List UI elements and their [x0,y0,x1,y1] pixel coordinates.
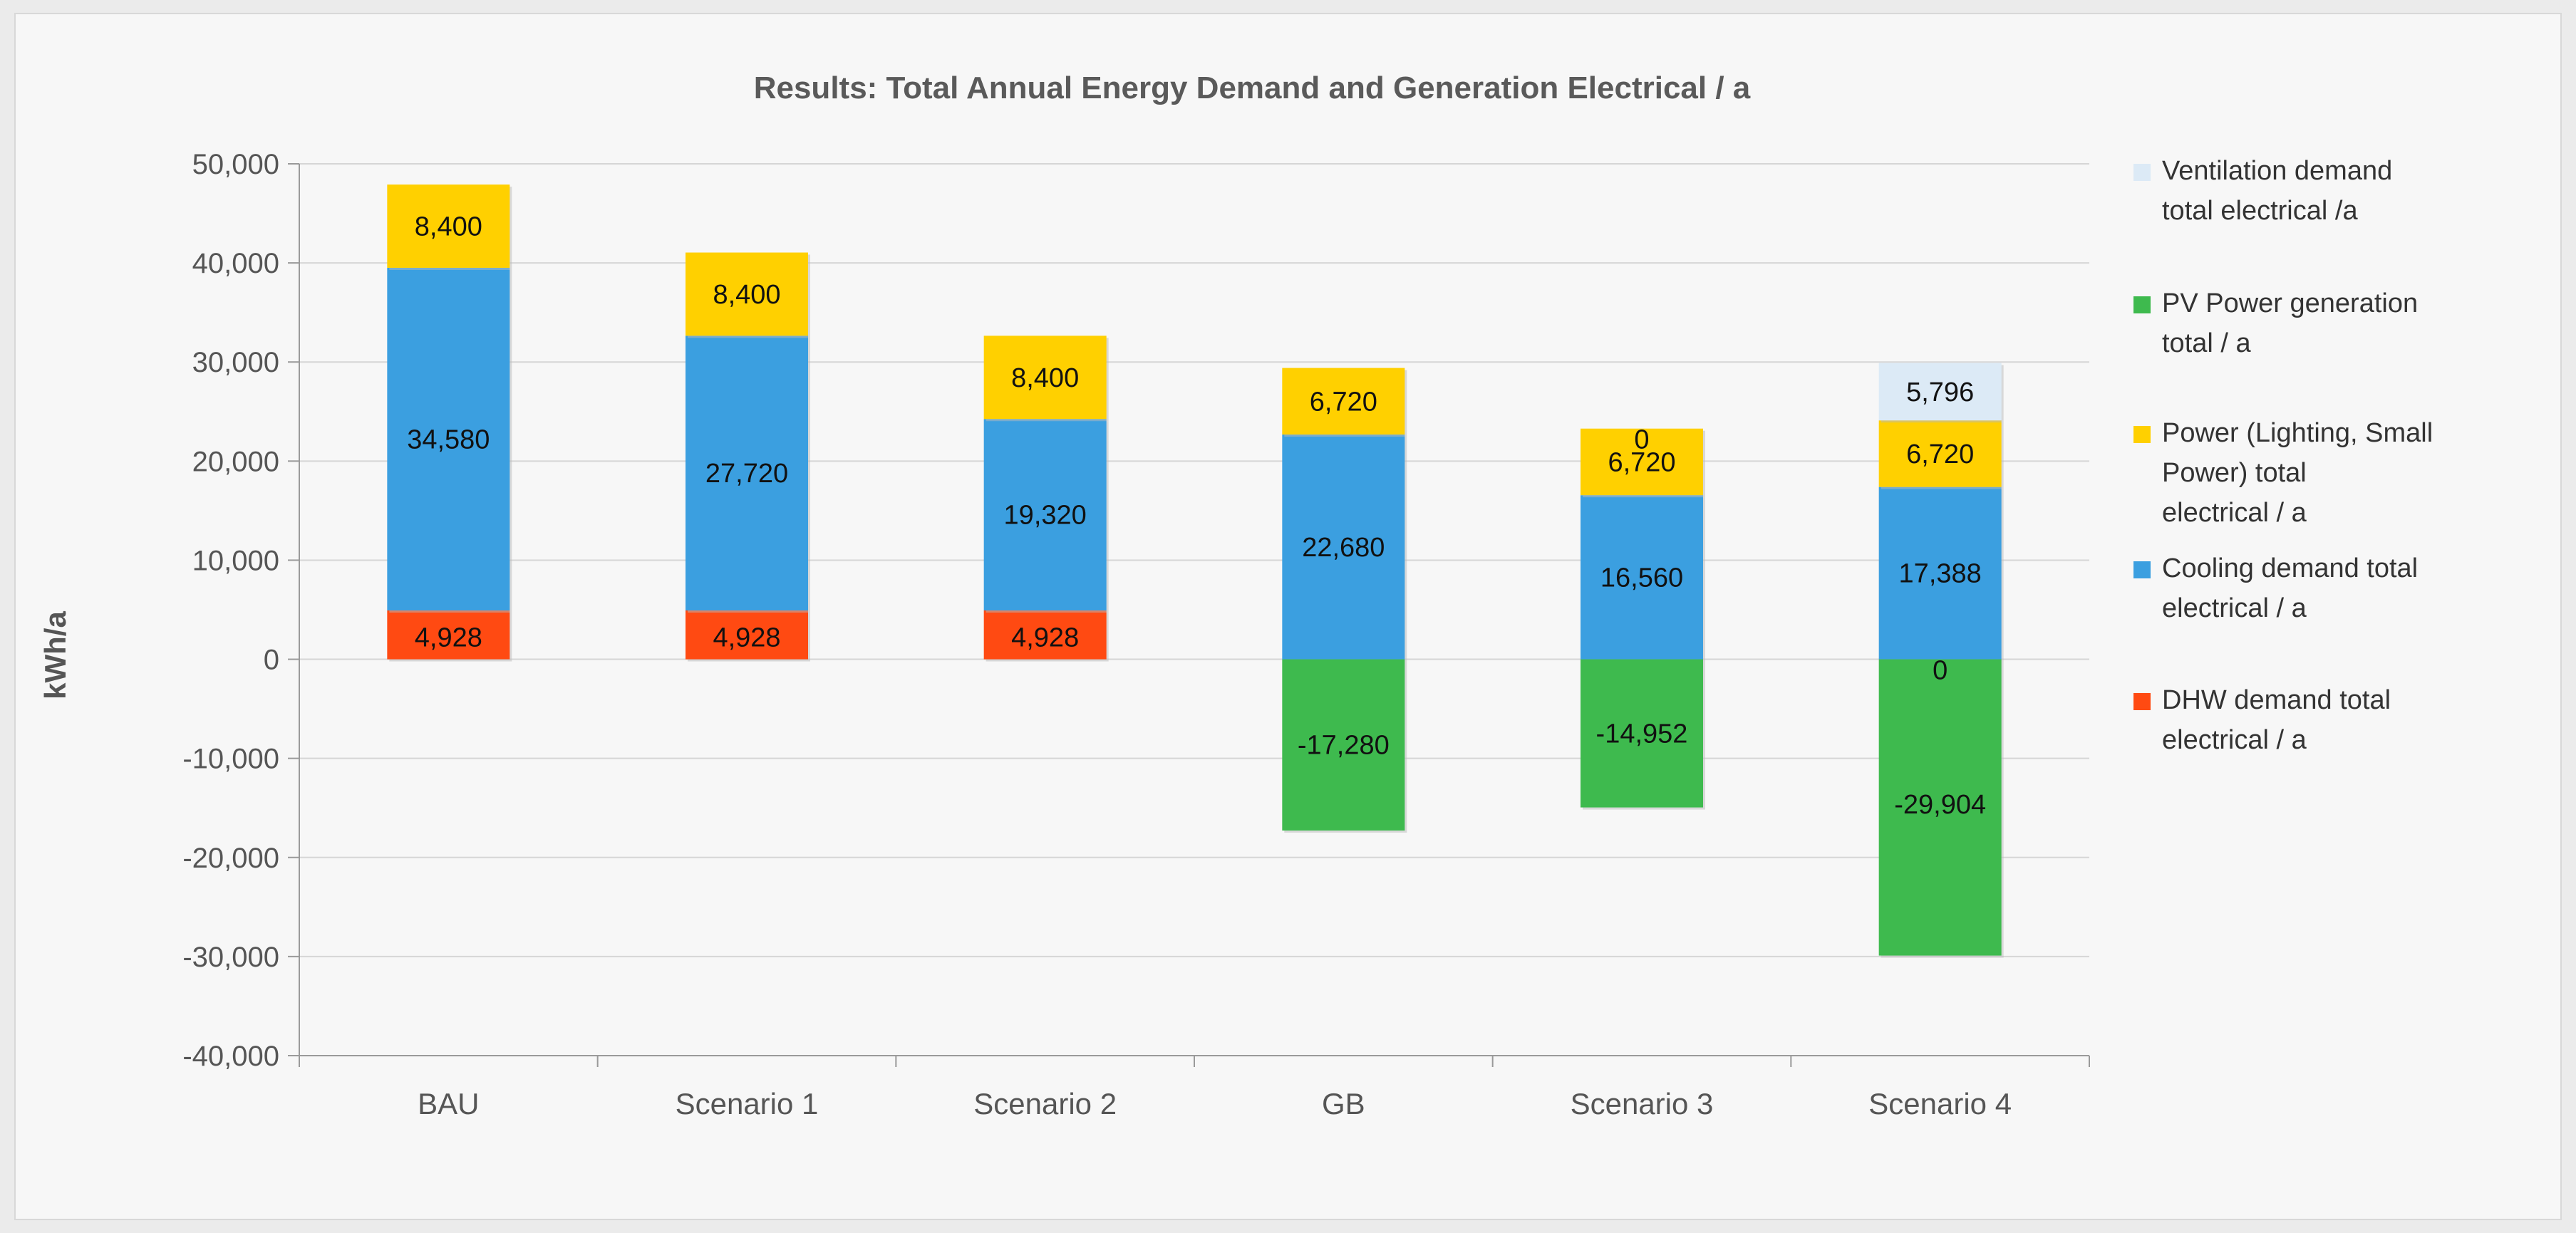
bar-data-label: 4,928 [713,623,780,653]
legend-label: electrical / a [2162,498,2307,528]
y-tick-label: 50,000 [192,149,279,180]
bar-data-label: 5,796 [1906,378,1974,407]
bars [387,184,2004,958]
y-tick-label: -20,000 [182,843,279,874]
bar-data-label: 19,320 [1004,501,1087,531]
chart-title: Results: Total Annual Energy Demand and … [754,71,1751,105]
bar-data-label: 4,928 [415,623,482,653]
bar-data-label: 16,560 [1600,563,1683,593]
bar-segment [1878,363,2002,421]
x-category-label: GB [1322,1087,1365,1120]
bar-segment [1878,487,2002,660]
x-category-label: Scenario 3 [1571,1087,1714,1120]
y-tick-label: 20,000 [192,446,279,477]
legend: Ventilation demand total electrical /a PV … [2133,156,2433,755]
legend-label: DHW demand total [2162,685,2391,715]
bar-segment [983,419,1107,611]
legend-label: PV Power generation [2162,288,2418,318]
legend-label: electrical / a [2162,593,2307,623]
legend-swatch [2133,164,2151,181]
bar-data-label: -17,280 [1298,731,1390,761]
bar-segment [1581,495,1703,660]
legend-label: total / a [2162,328,2251,358]
bar-data-label: -14,952 [1596,719,1688,749]
bar-segment [983,610,1107,660]
chart-svg: Results: Total Annual Energy Demand and … [38,71,2433,1120]
legend-swatch [2133,693,2151,710]
bar-segment [387,610,510,660]
y-tick-label: 30,000 [192,347,279,378]
bar-data-label: 6,720 [1310,387,1377,417]
bar-segment [686,335,808,611]
chart-frame: Results: Total Annual Energy Demand and … [14,13,2562,1220]
y-axis-label: kWh/a [38,611,72,699]
y-tick-label: 10,000 [192,545,279,576]
bar-segment [1878,420,2002,487]
bar-segment [983,335,1107,420]
x-category-label: BAU [418,1087,479,1120]
x-axis-categories: BAU Scenario 1 Scenario 2 GB Scenario 3 Scena… [299,1056,2090,1120]
legend-swatch [2133,296,2151,313]
legend-label: total electrical /a [2162,196,2358,226]
legend-swatch [2133,561,2151,578]
bar-segment [1282,368,1405,435]
bar-segment [1282,659,1405,831]
legend-label: Power (Lighting, Small [2162,418,2433,448]
bar-data-label: 34,580 [407,425,490,454]
bar-data-label: 8,400 [1011,363,1079,393]
x-category-label: Scenario 1 [676,1087,819,1120]
bar-segment [387,267,510,611]
bar-segment [1282,435,1405,660]
y-tick-label: 0 [264,645,279,676]
y-tick-label: 40,000 [192,248,279,279]
zero-data-label: 0 [1933,656,1947,686]
grid-lines [299,163,2089,1056]
zero-data-label: 0 [1634,425,1649,455]
bar-segment [686,610,808,660]
legend-label: Cooling demand total [2162,553,2418,583]
bar-data-label: 22,680 [1302,533,1385,563]
y-tick-label: -30,000 [182,942,279,973]
bar-data-label: 4,928 [1011,623,1079,653]
bar-data-label: 8,400 [415,212,482,242]
data-labels: 4,928 34,580 8,400 4,928 27,720 8,400 4,928 19,… [407,212,1986,820]
bar-segment [686,252,808,336]
y-tick-label: -40,000 [182,1041,279,1072]
bar-data-label: 6,720 [1906,439,1974,469]
bar-data-label: 27,720 [705,459,788,489]
bar-segment [1581,659,1703,808]
x-category-label: Scenario 2 [973,1087,1117,1120]
legend-label: Ventilation demand [2162,156,2392,186]
bar-segment [387,184,510,268]
legend-swatch [2133,426,2151,443]
bar-data-label: -29,904 [1894,790,1986,820]
bar-segment [1581,428,1703,496]
legend-label: electrical / a [2162,725,2307,755]
bar-data-label: 6,720 [1608,447,1675,477]
bar-data-label: 17,388 [1899,559,1982,589]
x-category-label: Scenario 4 [1868,1087,2012,1120]
legend-label: Power) total [2162,458,2307,488]
bar-data-label: 8,400 [713,280,780,310]
y-tick-label: -10,000 [182,744,279,775]
bar-segment [1878,659,2002,956]
